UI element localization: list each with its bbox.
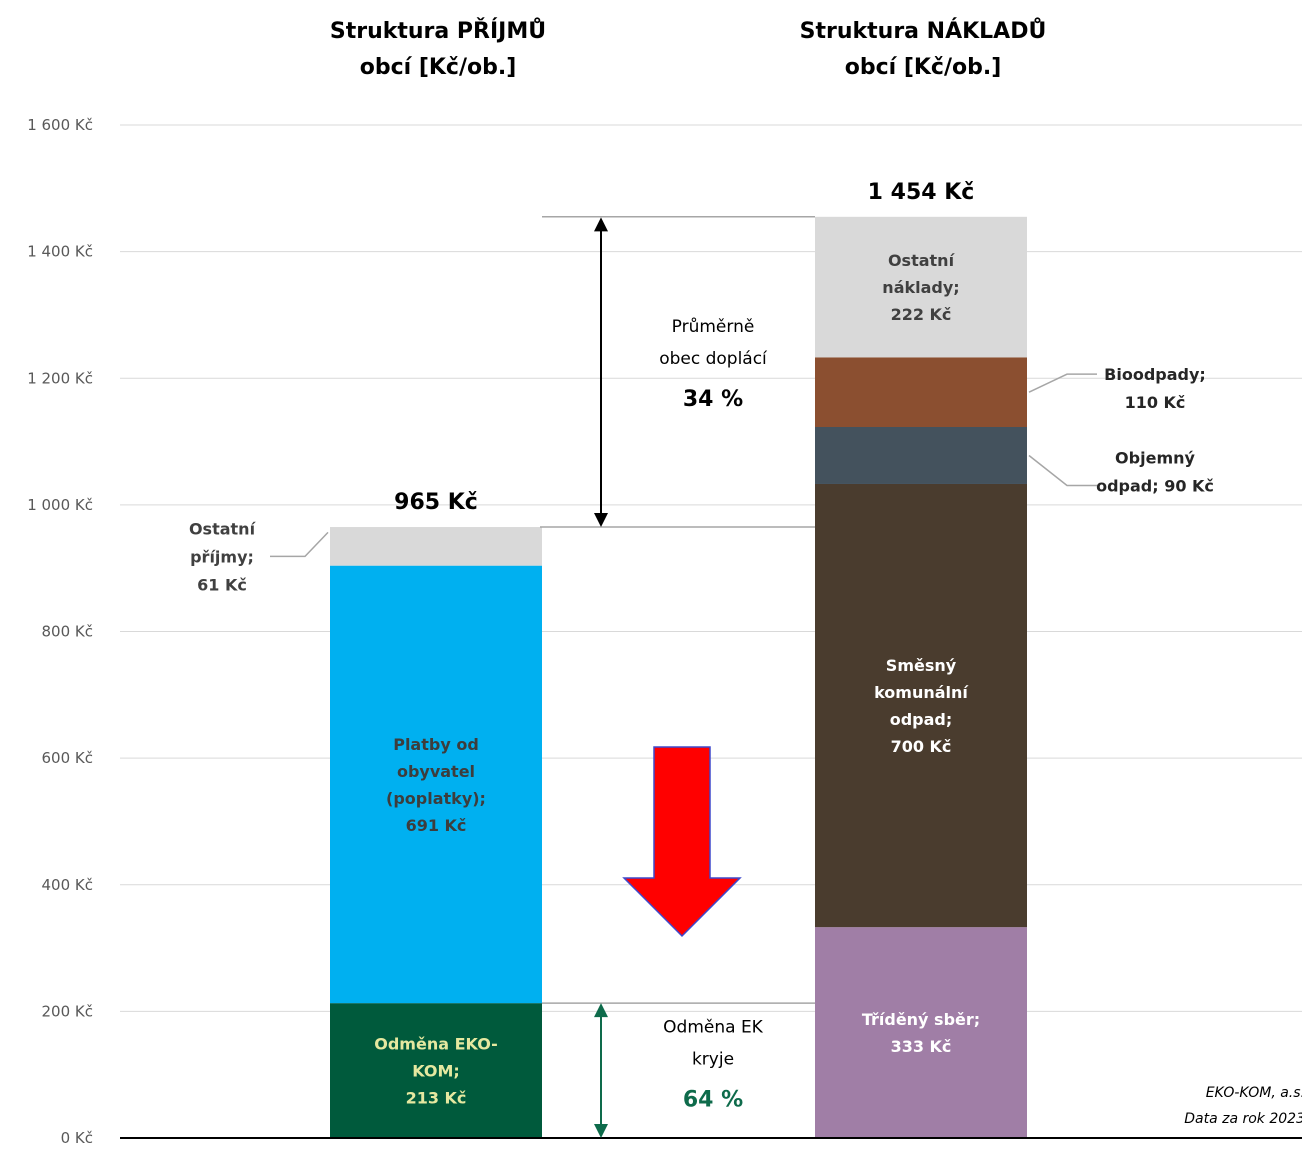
bar-segment	[815, 427, 1027, 484]
source-note: EKO-KOM, a.s. Data za rok 2023	[1184, 1085, 1302, 1127]
segment-label: Bioodpady; 110 Kč	[1104, 365, 1206, 412]
bar-segment	[330, 565, 542, 1004]
bar-title: Struktura PŘÍJMŮ obcí [Kč/ob.]	[330, 18, 546, 80]
leader-line	[1028, 373, 1097, 393]
leader-line	[270, 531, 329, 558]
segment-label: Směsný komunální odpad; 700 Kč	[874, 656, 969, 756]
y-tick-label: 1 400 Kč	[27, 243, 93, 261]
segment-label: Tříděný sběr; 333 Kč	[862, 1010, 980, 1056]
y-tick-label: 600 Kč	[42, 749, 93, 767]
total-label: 1 454 Kč	[868, 180, 975, 205]
segment-label: Ostatní příjmy; 61 Kč	[189, 519, 257, 594]
down-arrow	[622, 746, 742, 938]
segment-label: Ostatní náklady; 222 Kč	[882, 251, 959, 324]
y-tick-label: 800 Kč	[42, 623, 93, 641]
arrow-head	[594, 1003, 608, 1018]
segment-label: Odměna EKO-KOM; 213 Kč	[374, 1035, 497, 1108]
annotation-percent: 64 %	[683, 1088, 743, 1113]
segment-label: Platby od obyvatel (poplatky); 691 Kč	[386, 735, 486, 835]
segment-label: Objemný odpad; 90 Kč	[1096, 448, 1214, 495]
arrow-head	[594, 217, 608, 232]
bar-title: Struktura NÁKLADŮ obcí [Kč/ob.]	[800, 18, 1047, 80]
annotation-text: Odměna EK kryje	[663, 1018, 764, 1070]
bar-segment	[815, 483, 1027, 928]
y-tick-label: 200 Kč	[42, 1002, 93, 1020]
total-label: 965 Kč	[394, 490, 478, 515]
annotation-percent: 34 %	[683, 387, 743, 412]
y-tick-label: 1 600 Kč	[27, 116, 93, 134]
y-tick-label: 400 Kč	[42, 876, 93, 894]
bar-segment	[815, 357, 1027, 428]
y-tick-label: 1 200 Kč	[27, 369, 93, 387]
bar-segment	[815, 927, 1027, 1138]
arrow-head	[594, 1124, 608, 1138]
leader-line	[1028, 454, 1097, 487]
annotation-text: Průměrně obec doplácí	[659, 317, 768, 369]
bar-segment	[330, 1003, 542, 1138]
y-tick-label: 0 Kč	[61, 1129, 93, 1147]
arrow-head	[594, 513, 608, 528]
bar-segment	[815, 216, 1027, 358]
y-tick-label: 1 000 Kč	[27, 496, 93, 514]
bar-segment	[330, 527, 542, 566]
